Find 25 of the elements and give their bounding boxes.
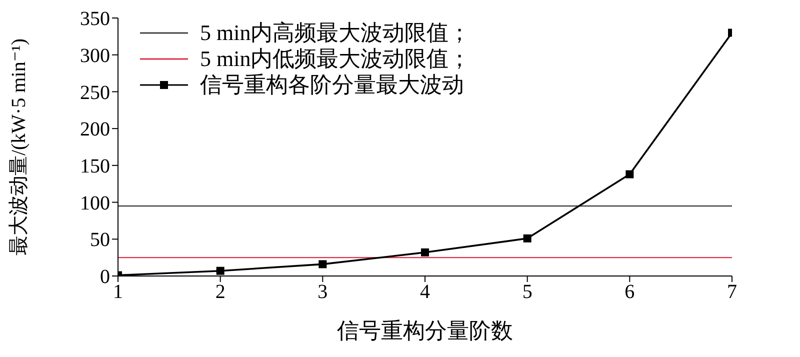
y-axis-title: 最大波动量/(kW·5 min⁻¹): [8, 38, 30, 256]
y-tick-label: 250: [80, 82, 110, 104]
x-tick-label: 1: [113, 281, 123, 304]
legend-label: 信号重构各阶分量最大波动: [200, 72, 464, 98]
x-tick-label: 4: [420, 281, 430, 304]
point: [626, 170, 634, 178]
y-tick-label: 0: [100, 266, 110, 288]
y-tick-label: 100: [80, 192, 110, 214]
y-tick-label: 50: [90, 229, 110, 252]
x-tick-label: 2: [215, 281, 226, 304]
legend-label: 5 min内高频最大波动限值；: [200, 20, 471, 46]
x-tick-label: 5: [522, 281, 532, 304]
y-tick-label: 350: [80, 8, 110, 30]
x-tick-label: 3: [318, 281, 328, 304]
y-tick-label: 150: [80, 156, 110, 178]
y-tick-label: 300: [80, 44, 110, 67]
y-tick-label: 200: [80, 118, 110, 141]
point: [318, 260, 327, 268]
point: [216, 266, 224, 275]
x-axis-title: 信号重构分量阶数: [337, 318, 513, 343]
x-tick-label: 7: [727, 281, 737, 304]
point: [421, 248, 429, 256]
x-tick-label: 6: [624, 281, 635, 304]
point: [523, 234, 532, 242]
legend-label: 5 min内低频最大波动限值；: [200, 46, 471, 72]
